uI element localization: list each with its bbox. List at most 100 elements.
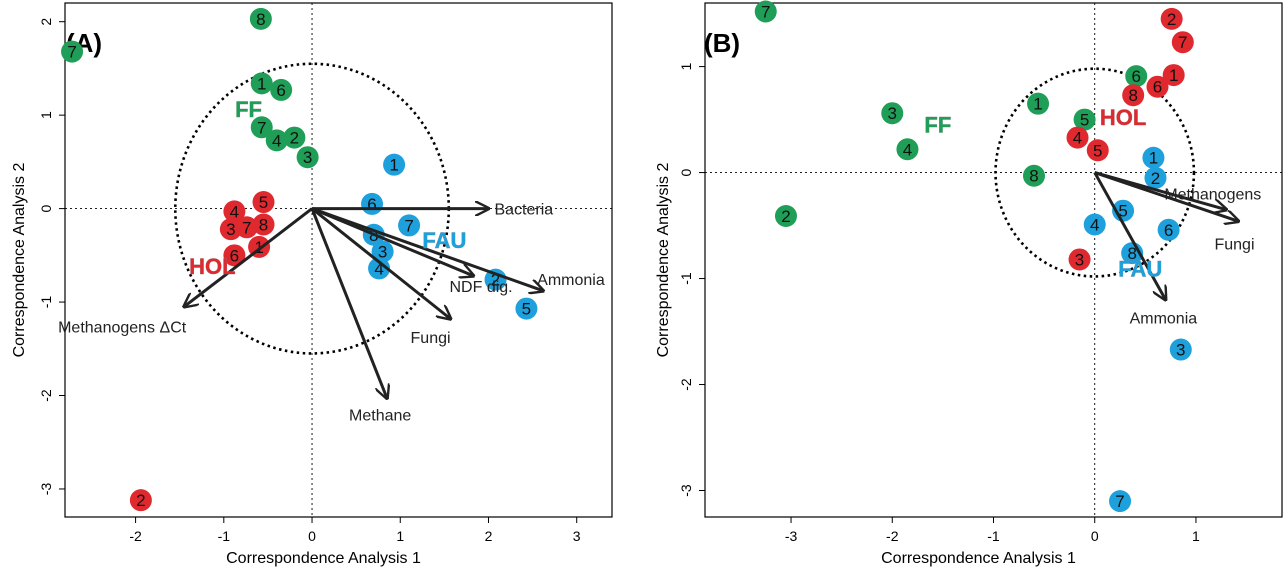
point-label: 3 [888, 104, 897, 123]
point-marker [283, 126, 306, 149]
point-label: 6 [1153, 78, 1162, 97]
point-marker [515, 297, 538, 320]
data-point: 5 [515, 297, 538, 320]
point-label: 2 [1151, 169, 1160, 188]
data-point: 6 [1125, 65, 1148, 88]
x-tick-label: 3 [573, 528, 581, 544]
loading-arrow [311, 207, 473, 276]
data-point: 7 [1109, 490, 1132, 513]
data-point: 4 [368, 257, 391, 280]
point-label: 7 [257, 118, 266, 137]
point-marker [371, 240, 394, 263]
point-label: 1 [257, 74, 266, 93]
loading-arrow [311, 207, 543, 291]
arrow-label: Bacteria [494, 202, 553, 219]
y-axis-label: Correspondence Analysis 2 [655, 163, 672, 358]
x-tick-label: 1 [396, 528, 404, 544]
loading-arrow [1093, 171, 1166, 300]
point-label: 4 [1090, 215, 1099, 234]
data-point: 1 [1162, 64, 1185, 87]
point-label: 6 [230, 246, 239, 265]
data-point: 6 [270, 78, 293, 101]
data-point: 1 [250, 72, 273, 95]
point-label: 3 [303, 148, 312, 167]
point-marker [249, 7, 272, 30]
data-point: 6 [361, 192, 384, 215]
y-tick-label: 0 [678, 168, 694, 176]
point-label: 5 [1080, 111, 1089, 130]
point-marker [250, 116, 273, 139]
point-marker [250, 72, 273, 95]
x-tick-label: -3 [785, 528, 798, 544]
data-point: 6 [1157, 218, 1180, 241]
loading-arrow [1094, 171, 1239, 222]
data-point: 3 [371, 240, 394, 263]
point-marker [223, 200, 246, 223]
point-marker [1022, 164, 1045, 187]
point-marker [61, 40, 84, 63]
point-label: 2 [136, 491, 145, 510]
point-label: 4 [1073, 129, 1082, 148]
point-marker [252, 191, 275, 214]
point-label: 6 [1164, 221, 1173, 240]
point-label: 6 [367, 195, 376, 214]
data-point: 7 [398, 214, 421, 237]
x-tick-label: 2 [485, 528, 493, 544]
point-marker [1146, 75, 1169, 98]
point-label: 1 [1033, 95, 1042, 114]
y-tick-label: 1 [678, 62, 694, 70]
group-label: FAU [1118, 256, 1162, 281]
data-point: 2 [129, 489, 152, 512]
point-label: 7 [67, 43, 76, 62]
point-marker [1083, 213, 1106, 236]
point-label: 4 [230, 202, 239, 221]
loading-arrow [310, 208, 387, 399]
x-axis-label: Correspondence Analysis 1 [226, 550, 421, 567]
data-point: 1 [1142, 146, 1165, 169]
point-label: 6 [1131, 67, 1140, 86]
x-tick-label: -1 [218, 528, 231, 544]
data-point: 2 [484, 268, 507, 291]
point-label: 2 [781, 207, 790, 226]
point-label: 1 [389, 156, 398, 175]
point-marker [235, 216, 258, 239]
group-label: HOL [189, 254, 235, 279]
data-point: 2 [1144, 166, 1167, 189]
point-label: 4 [272, 131, 281, 150]
point-marker [1160, 7, 1183, 30]
data-point: 2 [774, 205, 797, 228]
group-label: FAU [422, 228, 466, 253]
data-point: 8 [1022, 164, 1045, 187]
group-label: HOL [1100, 105, 1146, 130]
data-point: 6 [223, 244, 246, 267]
data-point: 2 [283, 126, 306, 149]
data-point: 7 [1171, 31, 1194, 54]
point-marker [1125, 65, 1148, 88]
point-marker [1142, 146, 1165, 169]
point-label: 1 [1149, 149, 1158, 168]
point-label: 3 [1075, 250, 1084, 269]
x-axis-label: Correspondence Analysis 1 [881, 550, 1076, 567]
point-label: 7 [761, 2, 770, 21]
data-point: 4 [1083, 213, 1106, 236]
point-marker [1157, 218, 1180, 241]
data-point: 4 [265, 129, 288, 152]
point-marker [1068, 248, 1091, 271]
group-label: FF [924, 112, 951, 137]
point-marker [1073, 108, 1096, 131]
point-marker [265, 129, 288, 152]
arrow-label: NDF dig. [449, 279, 512, 296]
x-tick-label: -1 [987, 528, 1000, 544]
data-point: 7 [250, 116, 273, 139]
panel-label: (B) [704, 28, 740, 58]
panel-b: -3 -2 -1 0 1 -3 -2 -1 0 1 Correspondence Analysis … [655, 0, 1283, 567]
correlation-circle [994, 67, 1196, 278]
x-tick-label: -2 [129, 528, 142, 544]
data-point: 3 [296, 146, 319, 169]
point-label: 8 [259, 215, 268, 234]
x-tick-label: 0 [1091, 528, 1099, 544]
point-marker [754, 0, 777, 23]
data-point: 1 [383, 153, 406, 176]
point-label: 7 [1178, 33, 1187, 52]
